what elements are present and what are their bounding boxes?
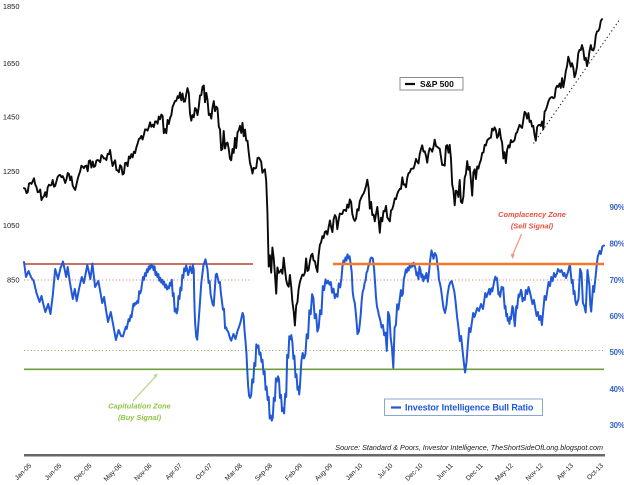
svg-text:Source: Standard & Poors, Inve: Source: Standard & Poors, Investor Intel… xyxy=(335,443,603,452)
svg-text:40%: 40% xyxy=(610,385,624,394)
svg-text:850: 850 xyxy=(7,276,20,285)
svg-text:Investor Intelligence Bull Rat: Investor Intelligence Bull Ratio xyxy=(405,403,534,413)
svg-text:1650: 1650 xyxy=(3,59,20,68)
svg-text:S&P 500: S&P 500 xyxy=(420,79,454,89)
svg-text:1250: 1250 xyxy=(3,167,20,176)
svg-text:1450: 1450 xyxy=(3,113,20,122)
svg-text:1850: 1850 xyxy=(3,2,20,11)
svg-text:30%: 30% xyxy=(610,421,624,430)
svg-text:(Buy Signal): (Buy Signal) xyxy=(118,413,162,422)
svg-text:90%: 90% xyxy=(610,203,624,212)
svg-text:50%: 50% xyxy=(610,348,624,357)
svg-text:60%: 60% xyxy=(610,312,624,321)
svg-text:70%: 70% xyxy=(610,276,624,285)
svg-text:1050: 1050 xyxy=(3,221,20,230)
svg-text:Complacency Zone: Complacency Zone xyxy=(498,210,566,219)
svg-text:(Sell Signal): (Sell Signal) xyxy=(511,222,554,231)
svg-text:Capitulation Zone: Capitulation Zone xyxy=(108,402,170,411)
svg-text:80%: 80% xyxy=(610,239,624,248)
